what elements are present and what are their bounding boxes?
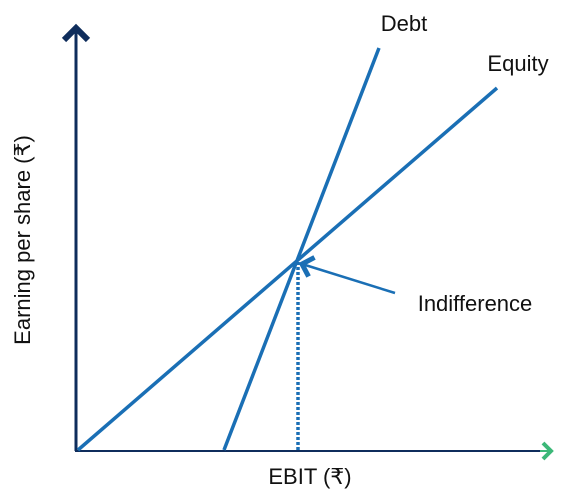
equity-line: [76, 86, 499, 452]
x-axis-label: EBIT (₹): [268, 464, 351, 489]
annotation-label: Indifference: [418, 291, 533, 316]
annotation-arrow: [298, 255, 396, 295]
debt-line: [222, 47, 381, 451]
y-axis-label: Earning per share (₹): [10, 135, 35, 345]
equity-label: Equity: [487, 51, 548, 76]
debt-label: Debt: [381, 11, 427, 36]
